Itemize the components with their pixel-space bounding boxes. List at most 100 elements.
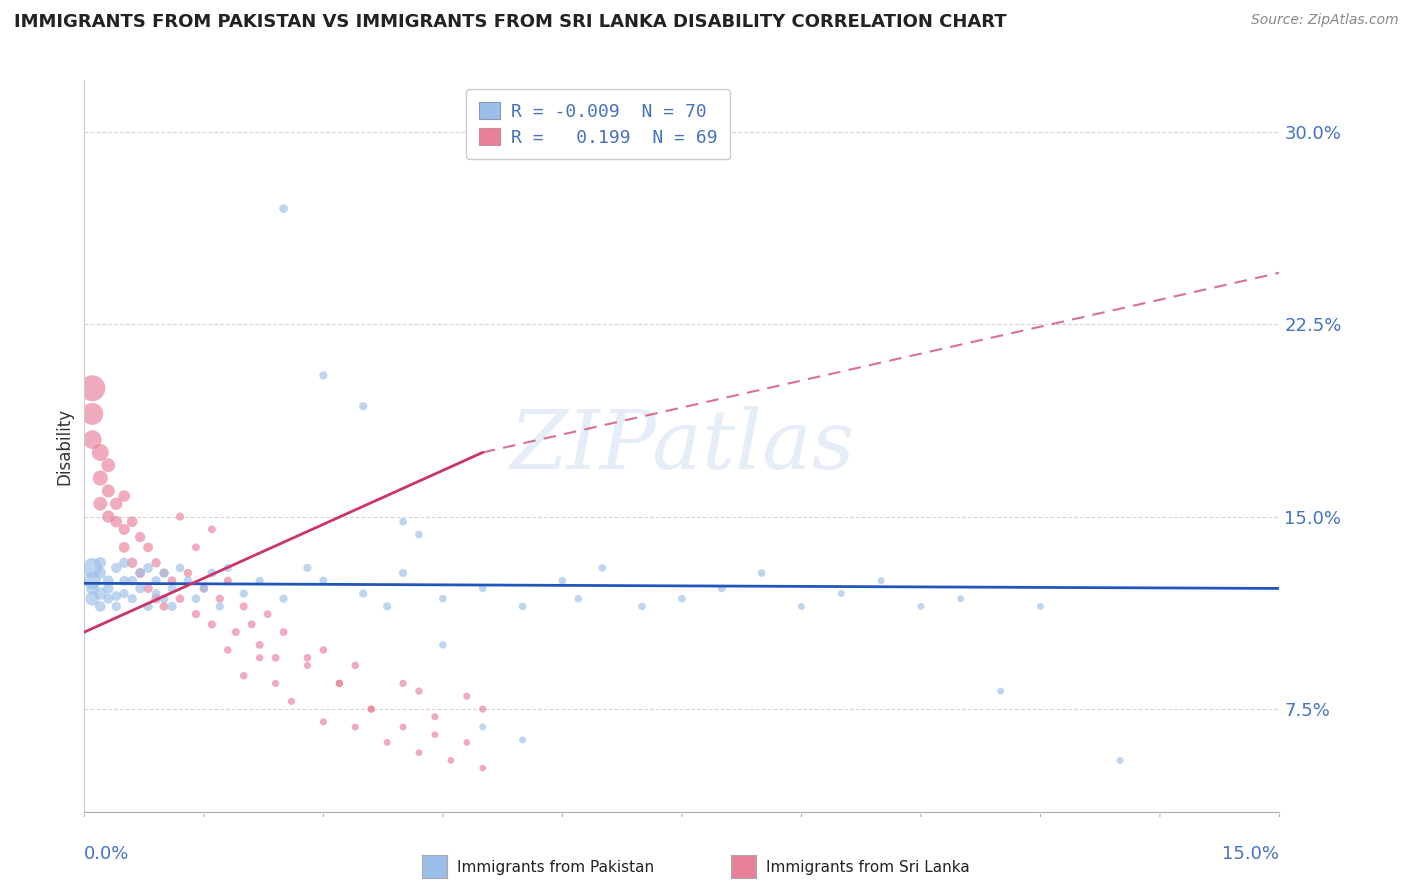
Point — [89, 586, 111, 600]
Legend: R = -0.009  N = 70, R =   0.199  N = 69: R = -0.009 N = 70, R = 0.199 N = 69 — [465, 89, 731, 160]
Point — [112, 489, 135, 503]
Point — [89, 471, 111, 485]
Point — [82, 407, 104, 421]
Point — [97, 591, 120, 606]
Point — [89, 566, 111, 580]
Point — [208, 591, 231, 606]
Point — [591, 561, 613, 575]
Point — [273, 591, 295, 606]
Point — [249, 574, 271, 588]
Point — [456, 735, 478, 749]
Point — [201, 523, 224, 537]
Point — [121, 574, 143, 588]
Point — [89, 497, 111, 511]
Point — [297, 561, 319, 575]
Point — [136, 561, 159, 575]
Point — [153, 566, 176, 580]
Point — [423, 710, 446, 724]
Point — [551, 574, 574, 588]
Point — [177, 574, 200, 588]
Point — [217, 561, 239, 575]
Point — [82, 591, 104, 606]
Point — [129, 566, 152, 580]
Point — [193, 582, 215, 596]
Point — [1029, 599, 1052, 614]
Point — [312, 643, 335, 657]
Point — [408, 527, 430, 541]
Point — [89, 556, 111, 570]
Point — [264, 650, 287, 665]
Point — [456, 690, 478, 704]
Point — [129, 566, 152, 580]
Point — [160, 582, 183, 596]
Point — [184, 541, 207, 555]
Point — [136, 582, 159, 596]
Point — [105, 497, 128, 511]
Point — [360, 702, 382, 716]
Point — [671, 591, 693, 606]
Point — [82, 582, 104, 596]
Point — [344, 720, 367, 734]
Point — [169, 561, 191, 575]
Point — [105, 515, 128, 529]
Point — [392, 515, 415, 529]
Point — [408, 746, 430, 760]
Point — [710, 582, 733, 596]
Point — [512, 599, 534, 614]
Point — [184, 607, 207, 621]
Point — [82, 433, 104, 447]
Point — [82, 381, 104, 395]
Point — [153, 566, 176, 580]
Point — [145, 586, 167, 600]
Point — [512, 732, 534, 747]
Point — [105, 599, 128, 614]
Point — [136, 541, 159, 555]
Point — [264, 676, 287, 690]
Point — [89, 599, 111, 614]
Point — [990, 684, 1012, 698]
Point — [145, 556, 167, 570]
Point — [471, 720, 494, 734]
Point — [328, 676, 350, 690]
Point — [121, 556, 143, 570]
Point — [1109, 753, 1132, 767]
Point — [121, 591, 143, 606]
Point — [375, 735, 398, 749]
Point — [184, 591, 207, 606]
Point — [145, 591, 167, 606]
Point — [112, 541, 135, 555]
Point — [392, 676, 415, 690]
Point — [280, 694, 302, 708]
Point — [82, 561, 104, 575]
Point — [312, 368, 335, 383]
Point — [432, 591, 454, 606]
Point — [177, 566, 200, 580]
Point — [297, 650, 319, 665]
Point — [256, 607, 278, 621]
Point — [392, 566, 415, 580]
Point — [112, 523, 135, 537]
Point — [328, 676, 350, 690]
Point — [471, 582, 494, 596]
Point — [153, 591, 176, 606]
Point — [136, 599, 159, 614]
Point — [392, 720, 415, 734]
Point — [751, 566, 773, 580]
Point — [112, 556, 135, 570]
Point — [201, 617, 224, 632]
Text: IMMIGRANTS FROM PAKISTAN VS IMMIGRANTS FROM SRI LANKA DISABILITY CORRELATION CHA: IMMIGRANTS FROM PAKISTAN VS IMMIGRANTS F… — [14, 13, 1007, 31]
Point — [312, 714, 335, 729]
Point — [910, 599, 932, 614]
Point — [232, 586, 254, 600]
Point — [830, 586, 852, 600]
Point — [201, 566, 224, 580]
Point — [471, 702, 494, 716]
Point — [112, 586, 135, 600]
Point — [344, 658, 367, 673]
Point — [97, 458, 120, 473]
Point — [870, 574, 893, 588]
Point — [145, 574, 167, 588]
Point — [208, 599, 231, 614]
Point — [297, 658, 319, 673]
Point — [129, 530, 152, 544]
